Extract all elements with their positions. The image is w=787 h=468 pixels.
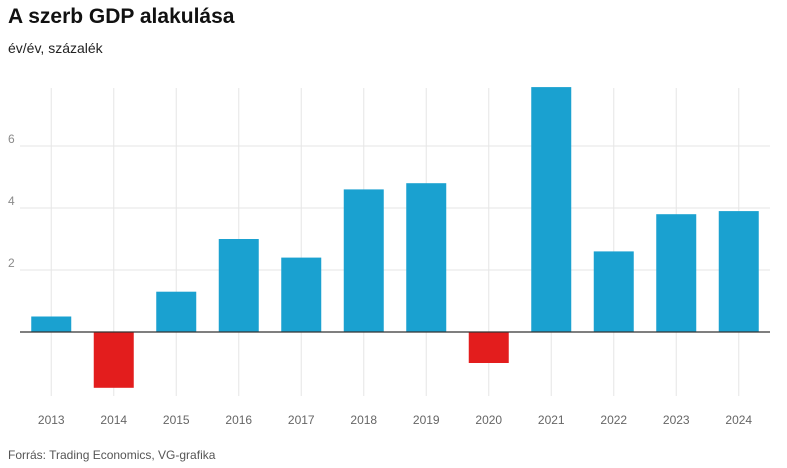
x-tick-label: 2024 <box>725 413 752 427</box>
x-tick-label: 2013 <box>38 413 65 427</box>
x-tick-label: 2018 <box>350 413 377 427</box>
bar <box>218 239 259 332</box>
x-tick-label: 2016 <box>225 413 252 427</box>
chart-subtitle: év/év, százalék <box>8 40 103 56</box>
bar <box>468 332 509 363</box>
x-tick-label: 2022 <box>600 413 627 427</box>
bar <box>93 332 134 388</box>
y-tick-label: 2 <box>8 256 15 270</box>
bar <box>31 316 72 332</box>
x-tick-label: 2019 <box>413 413 440 427</box>
bar <box>343 189 384 332</box>
bar <box>718 211 759 332</box>
bar <box>593 251 634 332</box>
tick-labels: 2 4 6 2013 2014 2015 2016 2017 2018 2019 2020 2021 2… <box>8 132 752 427</box>
bar <box>281 257 322 332</box>
x-tick-label: 2023 <box>663 413 690 427</box>
bar <box>531 87 572 332</box>
x-tick-label: 2017 <box>288 413 315 427</box>
x-tick-label: 2015 <box>163 413 190 427</box>
x-tick-label: 2014 <box>100 413 127 427</box>
bar <box>656 214 697 332</box>
x-tick-label: 2021 <box>538 413 565 427</box>
bars <box>31 87 759 388</box>
bar <box>156 291 197 332</box>
bar <box>406 183 447 332</box>
x-tick-label: 2020 <box>475 413 502 427</box>
chart-title: A szerb GDP alakulása <box>8 5 235 28</box>
y-tick-label: 4 <box>8 194 15 208</box>
source-note: Forrás: Trading Economics, VG-grafika <box>8 448 216 462</box>
y-tick-label: 6 <box>8 132 15 146</box>
